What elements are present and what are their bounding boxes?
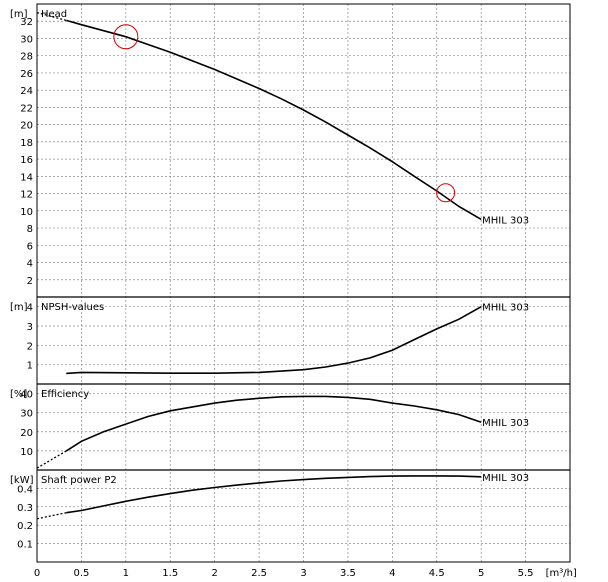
npsh-y-tick-label: 1 [27, 361, 33, 372]
x-tick-label: 2 [211, 568, 217, 579]
shaft-power-y-tick-label: 0.1 [17, 540, 33, 551]
head-unit-label: [m] [10, 9, 28, 20]
x-tick-label: 2.5 [251, 568, 267, 579]
shaft-power-curve [66, 475, 482, 514]
npsh-series-label: MHIL 303 [482, 303, 529, 314]
head-curve-extension [36, 11, 67, 22]
head-y-tick-label: 6 [27, 241, 33, 252]
efficiency-unit-label: [%] [10, 389, 27, 400]
efficiency-y-tick-label: 10 [20, 447, 33, 458]
shaft-power-series-label: MHIL 303 [482, 473, 529, 484]
x-tick-label: 1 [123, 568, 129, 579]
head-y-tick-label: 18 [20, 138, 33, 149]
shaft-power-y-tick-label: 0.2 [17, 521, 33, 532]
head-y-tick-label: 22 [20, 103, 33, 114]
plot-frame [36, 3, 571, 563]
x-tick-label: 5.5 [518, 568, 534, 579]
shaft-power-curve-extension [36, 512, 67, 520]
npsh-title: NPSH-values [41, 302, 104, 313]
npsh-curve [66, 306, 482, 375]
x-tick-label: 4 [389, 568, 395, 579]
shaft-power-y-tick-label: 0.3 [17, 503, 33, 514]
head-title: Head [41, 9, 67, 20]
x-tick-label: 4.5 [429, 568, 445, 579]
efficiency-title: Efficiency [41, 389, 89, 400]
head-operating-point-marker [436, 183, 456, 203]
npsh-y-tick-label: 4 [27, 303, 33, 314]
x-axis-label: [m³/h] [546, 568, 577, 579]
head-curve [66, 19, 482, 221]
head-operating-point-marker [113, 24, 139, 50]
head-y-tick-label: 4 [27, 259, 33, 270]
head-y-tick-label: 14 [20, 172, 33, 183]
x-tick-label: 3 [300, 568, 306, 579]
efficiency-series-label: MHIL 303 [482, 418, 529, 429]
npsh-y-tick-label: 3 [27, 322, 33, 333]
x-tick-label: 0.5 [73, 568, 89, 579]
efficiency-curve-extension [36, 450, 67, 469]
efficiency-y-tick-label: 30 [20, 409, 33, 420]
head-y-tick-label: 32 [20, 17, 33, 28]
head-y-tick-label: 16 [20, 155, 33, 166]
head-y-tick-label: 24 [20, 86, 33, 97]
efficiency-y-tick-label: 20 [20, 428, 33, 439]
x-tick-label: 5 [478, 568, 484, 579]
head-y-tick-label: 10 [20, 207, 33, 218]
shaft-power-title: Shaft power P2 [41, 475, 117, 486]
x-tick-label: 0 [34, 568, 40, 579]
efficiency-y-tick-label: 40 [20, 390, 33, 401]
head-y-tick-label: 12 [20, 190, 33, 201]
head-y-tick-label: 28 [20, 52, 33, 63]
x-tick-label: 3.5 [340, 568, 356, 579]
efficiency-curve [65, 395, 482, 452]
head-series-label: MHIL 303 [482, 215, 529, 226]
x-tick-label: 1.5 [162, 568, 178, 579]
shaft-power-y-tick-label: 0.4 [17, 484, 33, 495]
head-y-tick-label: 26 [20, 69, 33, 80]
head-y-tick-label: 30 [20, 34, 33, 45]
head-y-tick-label: 2 [27, 276, 33, 287]
shaft-power-unit-label: [kW] [10, 475, 34, 486]
npsh-unit-label: [m] [10, 302, 28, 313]
head-y-tick-label: 20 [20, 121, 33, 132]
npsh-y-tick-label: 2 [27, 341, 33, 352]
head-y-tick-label: 8 [27, 224, 33, 235]
